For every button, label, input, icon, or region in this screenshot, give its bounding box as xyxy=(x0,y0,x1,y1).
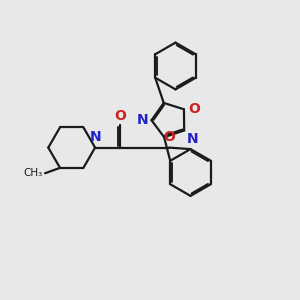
Text: CH₃: CH₃ xyxy=(24,168,43,178)
Text: N: N xyxy=(89,130,101,144)
Text: O: O xyxy=(163,130,175,144)
Text: N: N xyxy=(187,132,198,146)
Text: O: O xyxy=(114,109,126,123)
Text: N: N xyxy=(137,113,148,127)
Text: O: O xyxy=(188,102,200,116)
